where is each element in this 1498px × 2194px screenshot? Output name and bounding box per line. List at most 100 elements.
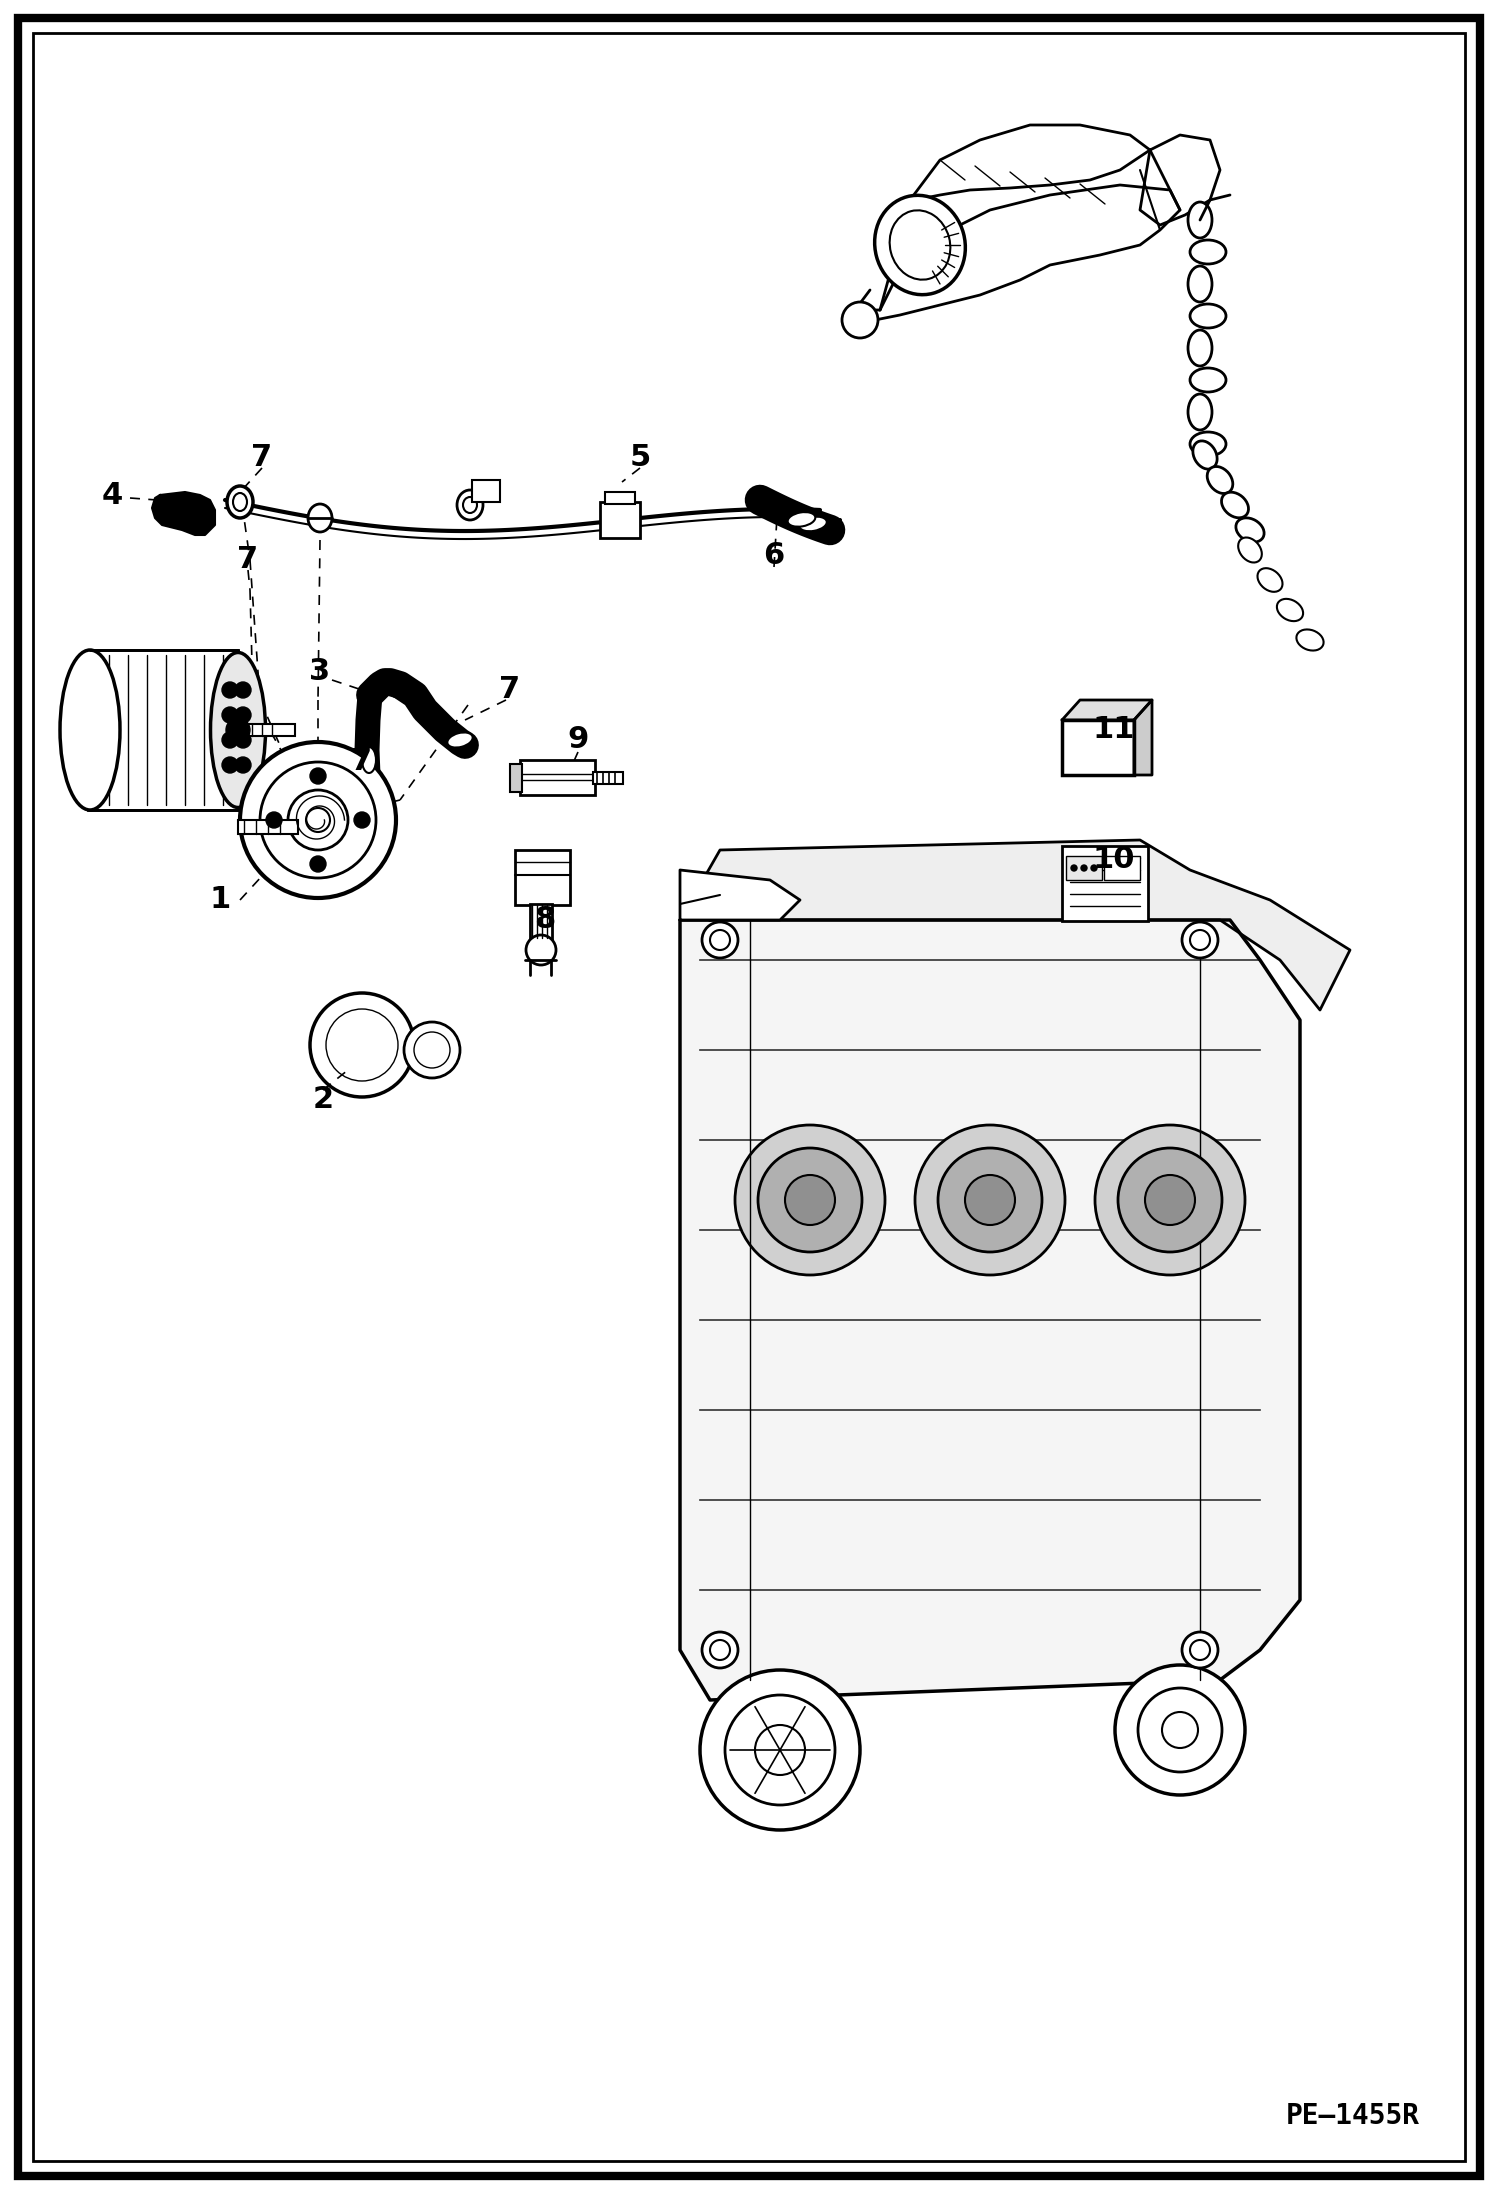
Ellipse shape [60, 649, 120, 810]
Circle shape [755, 1724, 804, 1775]
Ellipse shape [788, 511, 815, 527]
Circle shape [235, 706, 252, 724]
Circle shape [310, 768, 327, 783]
Text: 1: 1 [210, 886, 231, 915]
Circle shape [710, 1639, 730, 1661]
Circle shape [310, 856, 327, 871]
Circle shape [1118, 1147, 1222, 1253]
Ellipse shape [234, 494, 247, 511]
Ellipse shape [875, 195, 965, 294]
Circle shape [965, 1176, 1016, 1224]
Circle shape [222, 682, 238, 698]
Circle shape [267, 812, 282, 827]
Bar [520, 759, 595, 794]
Polygon shape [870, 184, 1180, 320]
Circle shape [222, 706, 238, 724]
Ellipse shape [228, 487, 253, 518]
Circle shape [526, 935, 556, 965]
Circle shape [1095, 1126, 1245, 1275]
Ellipse shape [798, 516, 827, 531]
Bar [1062, 847, 1147, 921]
Ellipse shape [1189, 305, 1225, 327]
Bar [515, 849, 571, 904]
Circle shape [1115, 1665, 1245, 1795]
Circle shape [710, 930, 730, 950]
Circle shape [915, 1126, 1065, 1275]
Bar [1104, 856, 1140, 880]
Ellipse shape [1239, 538, 1261, 562]
Ellipse shape [309, 505, 333, 531]
Bar [1062, 720, 1134, 774]
Ellipse shape [890, 211, 950, 279]
Ellipse shape [1188, 202, 1212, 237]
Text: 11: 11 [1092, 715, 1135, 744]
Ellipse shape [1276, 599, 1303, 621]
Circle shape [310, 994, 413, 1097]
Polygon shape [680, 919, 1300, 1700]
Polygon shape [1134, 700, 1152, 774]
Circle shape [703, 1632, 739, 1667]
Text: 4: 4 [102, 480, 123, 511]
Circle shape [703, 921, 739, 959]
Circle shape [938, 1147, 1043, 1253]
Circle shape [235, 682, 252, 698]
Bar [88, 649, 238, 810]
Circle shape [758, 1147, 861, 1253]
Circle shape [700, 1670, 860, 1830]
Polygon shape [151, 491, 216, 535]
Ellipse shape [1207, 467, 1233, 494]
Circle shape [1182, 921, 1218, 959]
Circle shape [1189, 1639, 1210, 1661]
Text: 2: 2 [313, 1086, 334, 1115]
Circle shape [736, 1126, 885, 1275]
Ellipse shape [1189, 432, 1225, 456]
Ellipse shape [1296, 630, 1324, 652]
Circle shape [240, 742, 395, 897]
Circle shape [1189, 930, 1210, 950]
Ellipse shape [1189, 239, 1225, 263]
Circle shape [1082, 864, 1088, 871]
Circle shape [235, 757, 252, 772]
Text: 10: 10 [1092, 845, 1135, 875]
Text: 7: 7 [238, 546, 259, 575]
Bar [1067, 856, 1103, 880]
Ellipse shape [1221, 491, 1248, 518]
Bar [238, 821, 298, 834]
Circle shape [222, 757, 238, 772]
Text: PE–1455R: PE–1455R [1285, 2102, 1420, 2130]
Bar [472, 480, 500, 502]
Ellipse shape [1192, 441, 1216, 470]
Polygon shape [1062, 700, 1152, 720]
Ellipse shape [1236, 518, 1264, 542]
Text: 5: 5 [629, 443, 650, 472]
Circle shape [354, 812, 370, 827]
Ellipse shape [1257, 568, 1282, 592]
Circle shape [226, 717, 250, 742]
Bar [593, 772, 623, 783]
Polygon shape [680, 871, 800, 919]
Bar [601, 502, 640, 538]
Bar [605, 491, 635, 505]
Text: 7: 7 [352, 748, 373, 777]
Circle shape [261, 761, 376, 878]
Text: 8: 8 [535, 906, 556, 935]
Circle shape [725, 1696, 834, 1806]
Text: 3: 3 [310, 658, 331, 687]
Circle shape [1091, 864, 1097, 871]
Ellipse shape [363, 746, 376, 772]
Ellipse shape [211, 652, 265, 807]
Circle shape [785, 1176, 834, 1224]
Circle shape [1144, 1176, 1195, 1224]
Circle shape [842, 303, 878, 338]
Ellipse shape [463, 498, 476, 513]
Circle shape [413, 1031, 449, 1068]
Ellipse shape [448, 733, 473, 748]
Circle shape [404, 1022, 460, 1077]
Circle shape [306, 807, 330, 832]
Bar [530, 904, 551, 939]
Circle shape [327, 1009, 398, 1082]
Text: 9: 9 [568, 726, 589, 755]
Ellipse shape [1188, 395, 1212, 430]
Ellipse shape [457, 489, 482, 520]
Text: 7: 7 [499, 676, 521, 704]
